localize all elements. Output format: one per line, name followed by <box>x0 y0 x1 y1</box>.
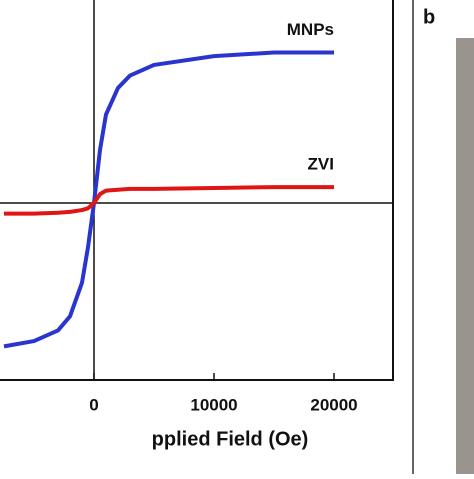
x-tick-label: 20000 <box>310 395 357 414</box>
series-line <box>4 185 334 216</box>
panel-label: b <box>423 6 435 28</box>
series-line <box>3 50 334 349</box>
x-tick-label: 0 <box>89 395 98 414</box>
series-label: ZVI <box>308 155 334 174</box>
x-axis-label: pplied Field (Oe) <box>152 428 309 450</box>
photo-strip <box>456 38 474 474</box>
x-tick-label: 10000 <box>190 395 237 414</box>
plot-frame <box>0 0 394 381</box>
series-label: MNPs <box>287 20 334 39</box>
